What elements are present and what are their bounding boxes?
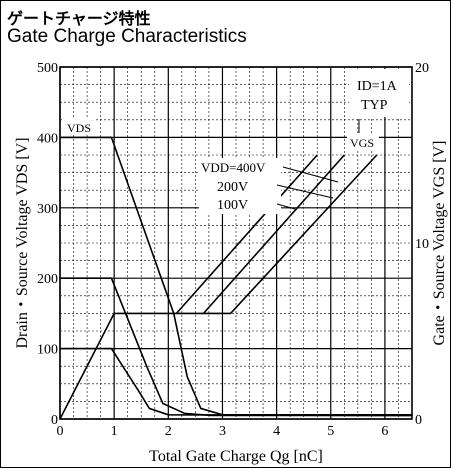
vds-label-box [63,119,95,135]
x-tick-label: 2 [165,424,172,439]
y-left-tick-label: 500 [37,61,58,76]
conditions-box [349,69,409,117]
x-tick-label: 3 [219,424,226,439]
vdd-label-400v: VDD=400V [201,160,266,175]
vdd-label-100v: 100V [217,198,248,213]
chart-title-english: Gate Charge Characteristics [7,26,247,47]
y-left-tick-label: 0 [51,413,58,428]
x-tick-label: 5 [327,424,334,439]
annotation-leader-lines [276,119,360,210]
x-tick-label: 1 [111,424,118,439]
vgs-curve [59,154,378,420]
x-axis-label: Total Gate Charge Qg [nC] [149,448,323,465]
condition-id: ID=1A [357,79,398,94]
vds-label: VDS [67,121,91,135]
y-left-tick-label: 400 [37,131,58,146]
y-axis-right-label: Gate・Source Voltage VGS [V] [431,141,448,346]
vgs-curve [175,154,318,314]
vgs-curve [202,154,345,314]
leader-line [282,166,339,183]
vgs-label-box [347,133,379,151]
y-axis-left-label: Drain・Source Voltage VDS [V] [14,137,31,348]
annotations: ID=1A TYP VDS VGS VDD=400V 200V 100V [63,69,409,214]
tick-labels: 0 1 2 3 4 5 6 0 100 200 300 400 500 0 10 20 [37,61,429,439]
plot-frame [59,66,413,420]
y-left-tick-label: 300 [37,202,58,217]
vds-curve [60,277,412,417]
vgs-label: VGS [350,136,374,150]
leader-line [276,184,334,199]
series-group [59,136,413,420]
vdd-labels-box [199,158,281,214]
x-tick-label: 0 [57,424,64,439]
x-tick-label: 6 [381,424,388,439]
x-tick-label: 4 [273,424,280,439]
y-left-tick-label: 200 [37,272,58,287]
y-left-tick-label: 100 [37,343,58,358]
y-right-tick-label: 10 [415,237,429,252]
vds-curve [60,347,413,417]
y-right-tick-label: 0 [415,413,422,428]
y-right-tick-label: 20 [415,61,429,76]
leader-line [276,203,296,210]
chart-title-japanese: ゲートチャージ特性 [7,9,151,28]
condition-typ: TYP [361,98,388,113]
vdd-label-200v: 200V [217,180,248,195]
